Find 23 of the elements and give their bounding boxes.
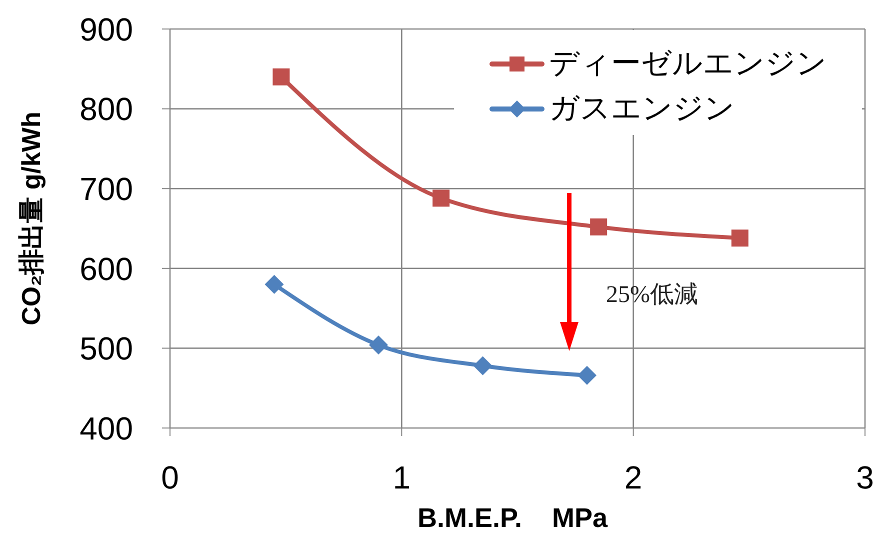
point [264,274,284,294]
x-axis-title: B.M.E.P. MPa [417,503,609,533]
x-tick-label: 1 [392,460,411,496]
point [369,336,388,355]
point [731,230,748,247]
x-tick-label: 0 [161,460,179,496]
point [432,190,450,207]
y-tick-label: 600 [80,250,133,287]
y-tick-label: 800 [80,91,133,128]
y-tick-label: 500 [80,330,133,367]
y-tick-label: 900 [80,11,133,48]
y-tick-label: 400 [80,410,133,446]
point [272,68,290,86]
legend-label: ガスエンジン [549,91,735,127]
point [590,218,608,236]
y-tick-label: 700 [80,170,133,207]
y-axis-title: CO₂排出量 g/kWh [16,112,46,326]
x-tick-label: 3 [856,460,874,496]
annotation: 25%低減 [606,282,698,308]
point [578,366,596,385]
point [473,356,492,376]
legend-label: ディーゼルエンジン [549,46,827,82]
x-tick-label: 2 [624,460,642,496]
